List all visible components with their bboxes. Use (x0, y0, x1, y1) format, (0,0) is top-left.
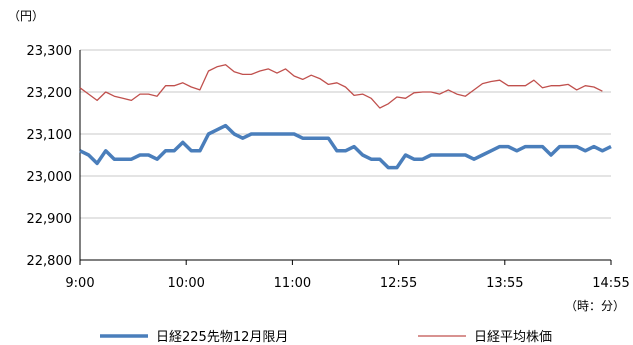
y-tick-label: 22,800 (27, 254, 73, 269)
x-tick-label: 10:00 (167, 276, 204, 291)
x-axis-ticks: 9:00 10:00 11:00 12:55 13:55 14:55 (65, 260, 630, 291)
x-tick-label: 12:55 (380, 276, 417, 291)
y-unit-label: （円） (8, 9, 44, 23)
futures-series-line (79, 123, 612, 170)
index-series-line (79, 64, 603, 109)
y-axis-ticks: 22,800 22,900 23,000 23,100 23,200 23,300 (27, 44, 73, 269)
legend: 日経225先物12月限月 日経平均株価 (100, 330, 552, 345)
y-tick-label: 23,300 (27, 44, 73, 59)
x-tick-label: 11:00 (274, 276, 311, 291)
gridlines (79, 49, 611, 261)
x-tick-label: 13:55 (486, 276, 523, 291)
legend-label: 日経平均株価 (474, 330, 552, 345)
y-tick-label: 23,100 (27, 128, 73, 143)
x-tick-label: 14:55 (592, 276, 629, 291)
legend-label: 日経225先物12月限月 (156, 330, 288, 345)
series-lines (79, 64, 612, 170)
y-tick-label: 23,000 (27, 170, 73, 185)
x-unit-label: （時：分） (565, 299, 625, 313)
y-tick-label: 22,900 (27, 212, 73, 227)
y-tick-label: 23,200 (27, 86, 73, 101)
x-tick-label: 9:00 (65, 276, 94, 291)
